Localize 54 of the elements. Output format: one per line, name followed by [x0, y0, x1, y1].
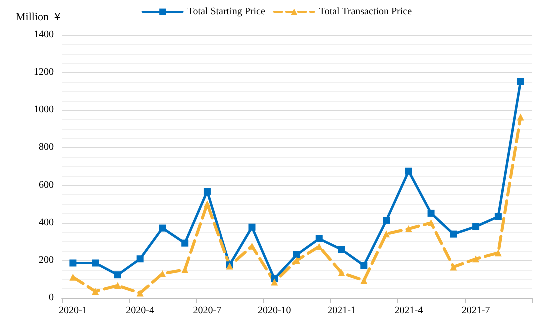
point: [114, 272, 122, 279]
point: [248, 224, 256, 231]
point: [271, 278, 278, 286]
point: [472, 256, 480, 263]
x-tick-label: 2020-10: [258, 306, 292, 316]
point: [136, 290, 144, 297]
x-tick-label: 2021-4: [394, 306, 424, 316]
y-tick-label: 1000: [34, 104, 54, 116]
point: [136, 256, 144, 263]
y-tick-label: 1200: [34, 67, 54, 78]
y-tick-label: 400: [39, 217, 54, 228]
point: [383, 230, 390, 238]
point: [92, 260, 100, 267]
point: [450, 264, 458, 271]
x-tick-label: 2020-1: [59, 306, 88, 316]
x-tick-label: 2021-7: [462, 306, 490, 316]
point: [159, 224, 166, 232]
y-tick-label: 800: [39, 142, 54, 154]
point: [338, 246, 346, 254]
point: [360, 277, 368, 284]
point: [494, 213, 502, 220]
point: [316, 243, 323, 250]
point: [428, 210, 435, 217]
point: [517, 78, 524, 86]
point: [92, 288, 100, 296]
point: [114, 282, 122, 290]
point: [316, 236, 323, 243]
y-tick-label: 0: [49, 292, 54, 304]
point: [182, 240, 189, 247]
y-axis-title: Million ￥: [16, 12, 63, 24]
point: [70, 260, 77, 267]
point: [338, 270, 346, 277]
point: [294, 251, 300, 258]
legend-label: Total Starting Price: [188, 6, 266, 18]
point: [204, 188, 211, 195]
x-tick-label: 2020-4: [126, 306, 155, 316]
point: [248, 242, 256, 250]
point: [405, 168, 412, 175]
point: [204, 200, 211, 208]
point: [383, 217, 390, 224]
point: [450, 230, 458, 238]
point: [517, 114, 524, 121]
y-tick-label: 1400: [34, 30, 54, 40]
point: [360, 262, 368, 270]
point: [494, 250, 502, 257]
point: [70, 274, 77, 281]
point: [405, 226, 412, 233]
point: [472, 223, 480, 230]
point: [428, 220, 435, 227]
x-tick-label: 2021-1: [328, 306, 356, 316]
y-tick-label: 600: [39, 180, 54, 191]
x-tick-label: 2020-7: [193, 306, 222, 316]
legend-label: Total Transaction Price: [319, 6, 413, 18]
y-tick-label: 200: [39, 254, 54, 266]
